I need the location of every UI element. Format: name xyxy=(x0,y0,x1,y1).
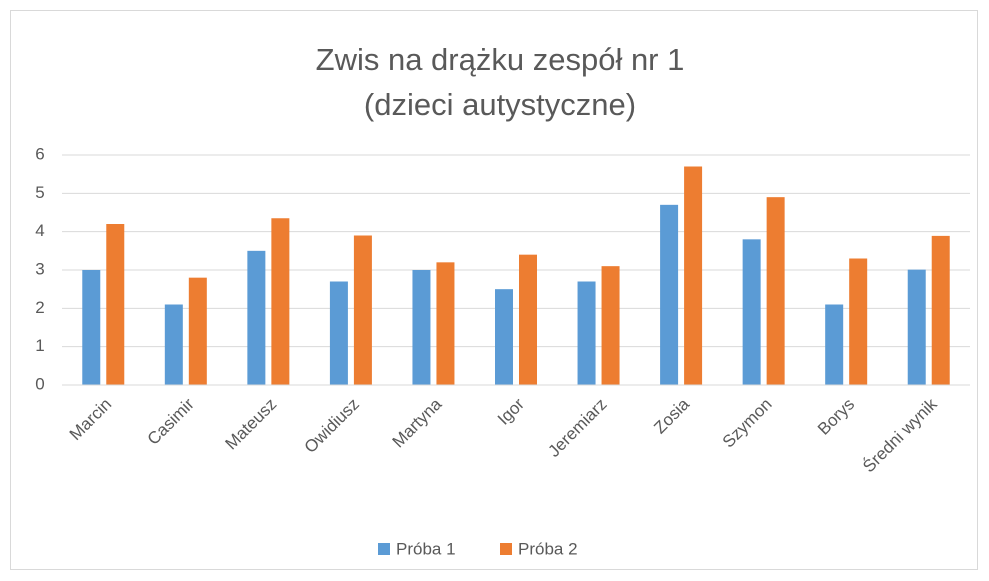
chart-title: (dzieci autystyczne) xyxy=(364,87,636,122)
bar xyxy=(519,254,537,385)
bar xyxy=(164,304,183,385)
bar xyxy=(329,281,348,385)
bar xyxy=(436,262,455,385)
y-tick-label: 1 xyxy=(35,336,44,355)
legend-label: Próba 2 xyxy=(518,539,578,558)
bar xyxy=(188,277,207,385)
y-tick-label: 0 xyxy=(35,374,44,393)
bar xyxy=(907,269,926,385)
bar xyxy=(247,250,266,385)
bar xyxy=(684,166,703,385)
bar xyxy=(271,218,290,385)
legend-label: Próba 1 xyxy=(396,539,456,558)
bar xyxy=(495,289,513,385)
bar xyxy=(412,270,431,385)
bar xyxy=(577,281,596,385)
y-tick-label: 6 xyxy=(35,144,44,163)
y-tick-label: 4 xyxy=(35,221,44,240)
chart-border xyxy=(10,10,978,570)
y-tick-label: 3 xyxy=(35,259,44,278)
bar xyxy=(766,197,785,385)
legend-swatch xyxy=(500,543,512,555)
bar xyxy=(660,204,679,385)
bar xyxy=(106,224,125,385)
y-tick-label: 2 xyxy=(35,298,44,317)
chart-title: Zwis na drążku zespół nr 1 xyxy=(316,42,685,77)
bar xyxy=(931,235,950,385)
bar xyxy=(353,235,372,385)
bar xyxy=(601,266,620,385)
bar xyxy=(849,258,868,385)
legend-swatch xyxy=(378,543,390,555)
bar xyxy=(82,270,101,385)
bar xyxy=(825,304,844,385)
y-tick-label: 5 xyxy=(35,183,44,202)
bar xyxy=(742,239,761,385)
